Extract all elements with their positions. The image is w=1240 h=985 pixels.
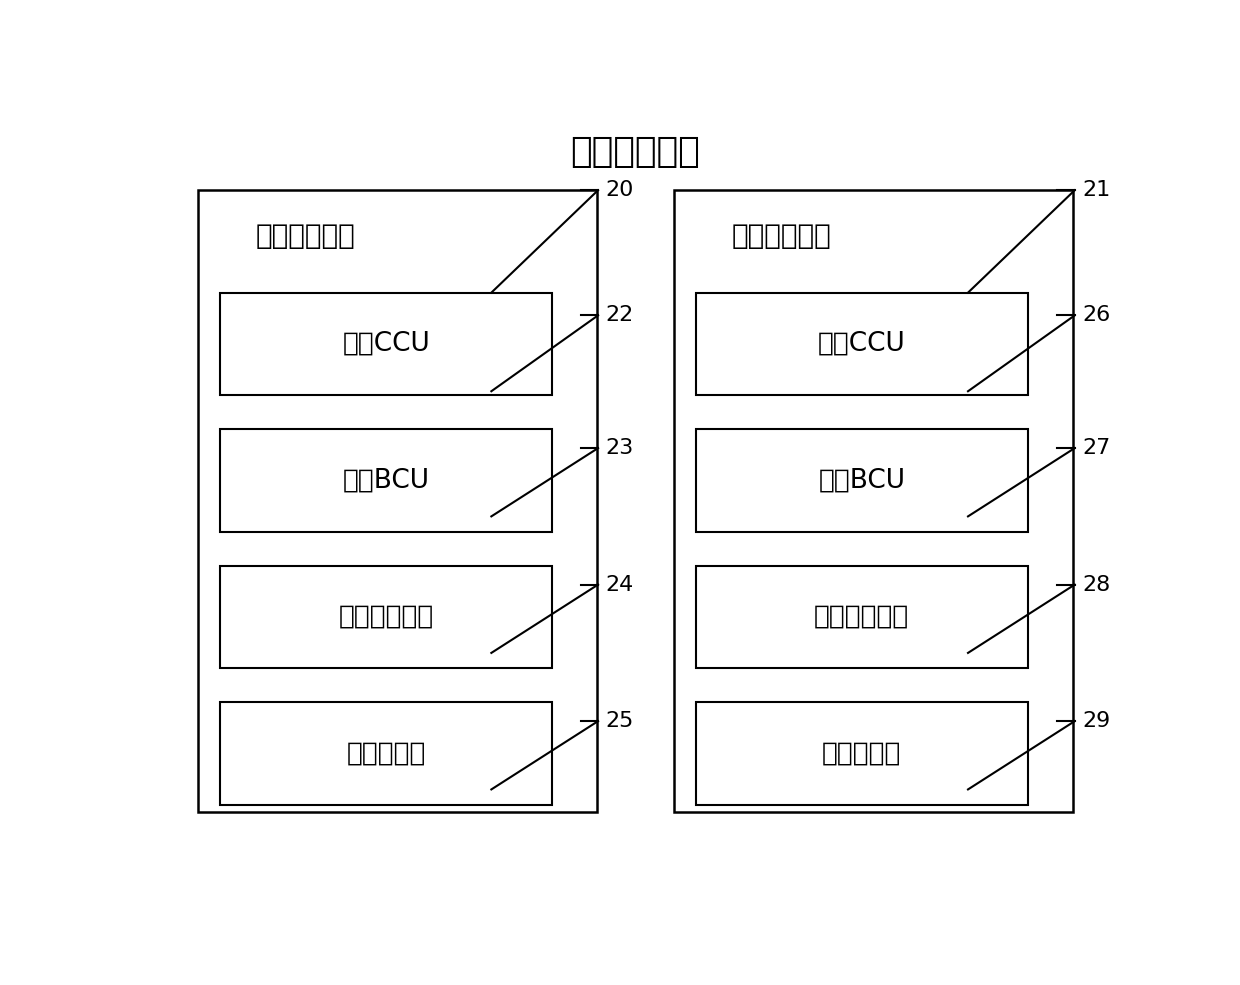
Text: 第一BCU: 第一BCU: [342, 467, 429, 493]
Bar: [675, 190, 1073, 813]
Text: 29: 29: [1083, 711, 1111, 731]
Bar: [221, 293, 552, 395]
Text: 第二大小闸: 第二大小闸: [822, 741, 901, 766]
Bar: [221, 702, 552, 805]
Bar: [696, 702, 1028, 805]
Text: 第二制动系统: 第二制动系统: [732, 222, 831, 250]
Text: 24: 24: [605, 574, 634, 595]
Bar: [221, 565, 552, 668]
Text: 26: 26: [1083, 305, 1111, 325]
Text: 22: 22: [605, 305, 634, 325]
Text: 第一大小闸: 第一大小闸: [346, 741, 425, 766]
Text: 第一制动系统: 第一制动系统: [255, 222, 356, 250]
Bar: [696, 293, 1028, 395]
Text: 21: 21: [1083, 180, 1111, 200]
Text: 机车制动系统: 机车制动系统: [570, 135, 701, 169]
Bar: [221, 429, 552, 532]
Text: 第二BCU: 第二BCU: [818, 467, 905, 493]
Text: 20: 20: [605, 180, 634, 200]
Text: 28: 28: [1083, 574, 1111, 595]
Text: 27: 27: [1083, 438, 1111, 458]
Bar: [696, 565, 1028, 668]
Text: 第一转换模块: 第一转换模块: [339, 604, 434, 629]
Text: 第一CCU: 第一CCU: [342, 331, 430, 357]
Text: 第二转换模块: 第二转换模块: [815, 604, 909, 629]
Text: 25: 25: [605, 711, 634, 731]
Text: 第二CCU: 第二CCU: [818, 331, 905, 357]
Text: 23: 23: [605, 438, 634, 458]
Bar: [198, 190, 596, 813]
Bar: [696, 429, 1028, 532]
